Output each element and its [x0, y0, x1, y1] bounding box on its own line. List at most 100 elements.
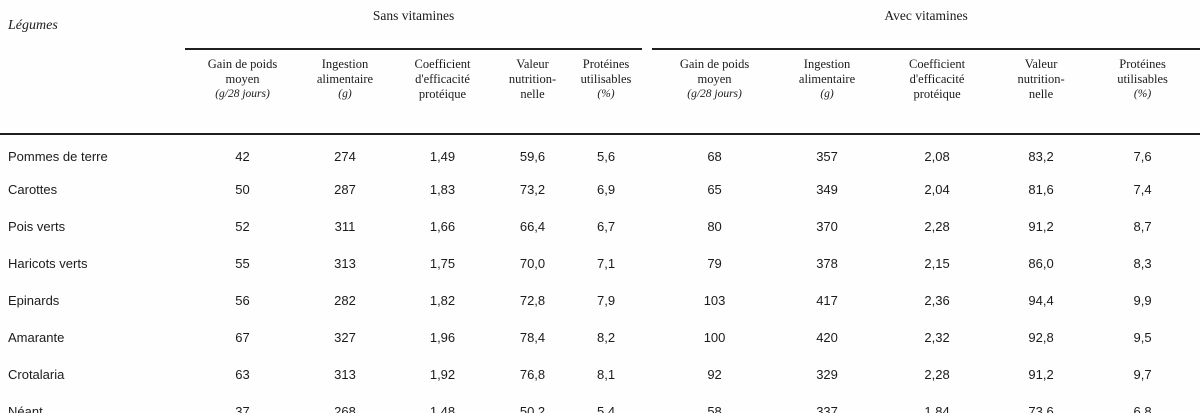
cell: 70,0: [519, 256, 546, 271]
row-label: Crotalaria: [8, 367, 65, 382]
cell: 1,49: [429, 148, 456, 164]
cell: 50: [235, 182, 250, 197]
row-label: Néant: [8, 404, 43, 413]
col-avec-proteines: Protéines utilisables (%): [1085, 49, 1200, 135]
cell: 313: [334, 367, 356, 382]
cell: 370: [816, 219, 838, 234]
cell: 287: [334, 182, 356, 197]
row-label: Carottes: [8, 182, 58, 197]
cell: 7,1: [596, 256, 616, 271]
cell: 282: [334, 293, 356, 308]
table-row-pommes-de-terre: Pommes de terre 42 274 1,49 59,6 5,6 68 …: [0, 134, 1200, 171]
cell: 78,4: [519, 330, 546, 345]
table-row-epinards: Epinards 56 282 1,82 72,8 7,9 103 417 2,…: [0, 282, 1200, 319]
cell: 100: [703, 330, 726, 345]
cell: 91,2: [1028, 367, 1054, 382]
cell: 5,4: [596, 404, 616, 413]
cell: 9,7: [1133, 367, 1152, 382]
cell: 5,6: [596, 148, 616, 164]
row-label: Haricots verts: [8, 256, 88, 271]
cell: 8,2: [596, 330, 616, 345]
col-sans-valeur: Valeur nutrition-nelle: [495, 49, 570, 135]
cell: 92,8: [1028, 330, 1054, 345]
row-label: Amarante: [8, 330, 65, 345]
group-gap: [642, 49, 653, 135]
cell: 76,8: [519, 367, 546, 382]
cell: 1,92: [429, 367, 456, 382]
cell: 313: [334, 256, 356, 271]
cell: 1,48: [429, 404, 456, 413]
cell: 8,7: [1133, 219, 1152, 234]
cell: 56: [235, 293, 250, 308]
cell: 92: [707, 367, 722, 382]
cell: 329: [816, 367, 838, 382]
cell: 268: [334, 404, 356, 413]
cell: 417: [816, 293, 838, 308]
cell: 79: [707, 256, 722, 271]
cell: 73,2: [519, 182, 546, 197]
cell: 349: [816, 182, 838, 197]
col-sans-proteines: Protéines utilisables (%): [570, 49, 643, 135]
cell: 94,4: [1028, 293, 1054, 308]
cell: 63: [235, 367, 250, 382]
cell: 2,08: [924, 148, 950, 164]
row-header-label: Légumes: [0, 0, 185, 135]
cell: 420: [816, 330, 838, 345]
cell: 81,6: [1028, 182, 1054, 197]
cell: 80: [707, 219, 722, 234]
col-sans-ingestion: Ingestion alimentaire (g): [300, 49, 390, 135]
table-row-amarante: Amarante 67 327 1,96 78,4 8,2 100 420 2,…: [0, 319, 1200, 356]
group-gap: [642, 245, 652, 282]
table-row-haricots-verts: Haricots verts 55 313 1,75 70,0 7,1 79 3…: [0, 245, 1200, 282]
table-row-pois-verts: Pois verts 52 311 1,66 66,4 6,7 80 370 2…: [0, 208, 1200, 245]
cell: 1,75: [429, 256, 456, 271]
cell: 8,3: [1133, 256, 1152, 271]
cell: 103: [703, 293, 726, 308]
table-row-carottes: Carottes 50 287 1,83 73,2 6,9 65 349 2,0…: [0, 171, 1200, 208]
cell: 37: [235, 404, 250, 413]
col-avec-valeur: Valeur nutrition-nelle: [997, 49, 1086, 135]
group-gap: [642, 208, 652, 245]
group-gap: [642, 319, 652, 356]
cell: 2,32: [924, 330, 950, 345]
table-row-crotalaria: Crotalaria 63 313 1,92 76,8 8,1 92 329 2…: [0, 356, 1200, 393]
group-gap: [642, 282, 652, 319]
cell: 73,6: [1028, 404, 1054, 413]
cell: 42: [235, 148, 250, 164]
cell: 337: [816, 404, 838, 413]
cell: 327: [334, 330, 356, 345]
group-gap: [642, 393, 652, 413]
cell: 52: [235, 219, 250, 234]
row-label: Epinards: [8, 293, 60, 308]
col-sans-gain-de-poids: Gain de poids moyen (g/28 jours): [185, 49, 300, 135]
cell: 7,6: [1133, 148, 1152, 164]
col-avec-ingestion: Ingestion alimentaire (g): [777, 49, 878, 135]
cell: 83,2: [1028, 148, 1054, 164]
group-header-avec-vitamines: Avec vitamines: [652, 0, 1200, 50]
cell: 6,9: [596, 182, 616, 197]
cell: 2,04: [924, 182, 950, 197]
col-sans-coefficient: Coefficient d'efficacité protéique: [390, 49, 495, 135]
group-gap: [642, 356, 652, 393]
cell: 2,28: [924, 367, 950, 382]
cell: 9,5: [1133, 330, 1152, 345]
cell: 9,9: [1133, 293, 1152, 308]
cell: 68: [707, 148, 722, 164]
table-row-neant: Néant 37 268 1,48 50,2 5,4 58 337 1,84 7…: [0, 393, 1200, 413]
col-avec-coefficient: Coefficient d'efficacité protéique: [877, 49, 998, 135]
cell: 91,2: [1028, 219, 1054, 234]
cell: 1,82: [429, 293, 456, 308]
cell: 1,96: [429, 330, 456, 345]
cell: 2,15: [924, 256, 950, 271]
cell: 58: [707, 404, 722, 413]
group-header-sans-vitamines: Sans vitamines: [185, 0, 643, 50]
cell: 65: [707, 182, 722, 197]
row-label: Pommes de terre: [8, 148, 108, 164]
cell: 72,8: [519, 293, 546, 308]
col-avec-gain-de-poids: Gain de poids moyen (g/28 jours): [652, 49, 778, 135]
cell: 7,9: [596, 293, 616, 308]
cell: 2,28: [924, 219, 950, 234]
cell: 6,8: [1133, 404, 1152, 413]
